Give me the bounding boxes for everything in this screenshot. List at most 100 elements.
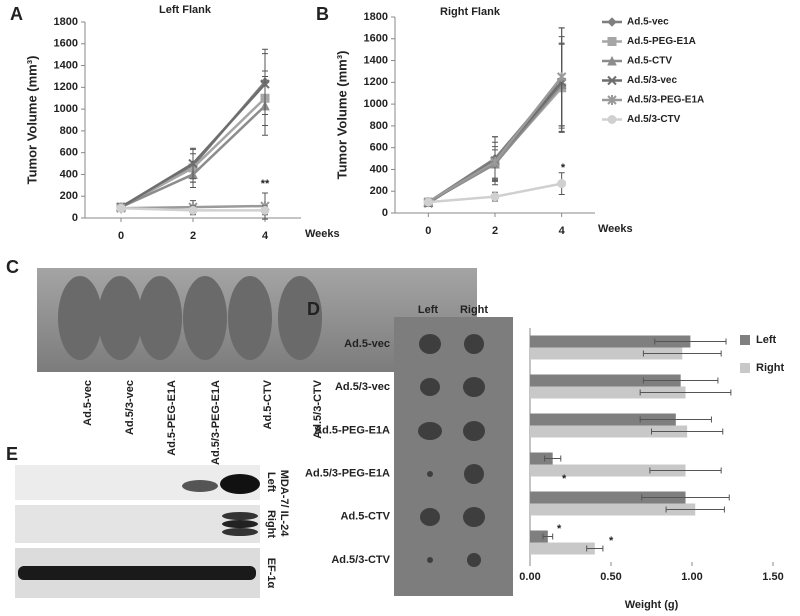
photo-label: Ad.5-PEG-E1A <box>166 380 178 456</box>
y-tick-label: 400 <box>370 163 388 175</box>
annotation: * <box>562 473 567 485</box>
column-label: Right <box>460 304 488 316</box>
bar <box>530 491 686 504</box>
x-tick-label: 0 <box>425 225 431 237</box>
bar <box>530 386 686 399</box>
annotation: * <box>609 535 614 547</box>
panel-label: E <box>6 444 18 464</box>
y-tick-label: 1600 <box>364 33 388 45</box>
bar <box>530 542 595 555</box>
x-axis-label: Weeks <box>598 223 633 235</box>
legend-label: Ad.5/3-vec <box>627 75 677 86</box>
panel-label: B <box>316 4 329 24</box>
y-tick-label: 800 <box>370 120 388 132</box>
error-bar <box>642 350 722 357</box>
marker <box>260 79 270 89</box>
x-tick-label: 4 <box>262 230 269 242</box>
photo-label: Ad.5-CTV <box>262 379 274 429</box>
y-tick-label: 1800 <box>54 16 78 28</box>
legend-marker <box>607 17 617 27</box>
tumor-photo <box>394 317 513 596</box>
error-bar <box>544 455 562 462</box>
chart-title: Right Flank <box>440 6 501 18</box>
western-blot <box>15 465 260 598</box>
bar <box>530 464 686 477</box>
legend-swatch <box>740 363 750 373</box>
y-tick-label: 600 <box>60 147 78 159</box>
y-tick-label: 800 <box>60 125 78 137</box>
marker <box>260 205 270 215</box>
photo-label: Ad.5/3-CTV <box>312 379 324 438</box>
x-tick-label: 2 <box>190 230 196 242</box>
y-tick-label: 600 <box>370 142 388 154</box>
y-tick-label: 1400 <box>364 54 388 66</box>
column-label: Left <box>418 304 439 316</box>
error-bar <box>542 533 554 540</box>
y-tick-label: 0 <box>382 207 388 219</box>
error-bar <box>651 428 724 435</box>
annotation: ** <box>261 178 270 190</box>
y-tick-label: 1600 <box>54 38 78 50</box>
y-tick-label: 0 <box>72 212 78 224</box>
category-label: Ad.5/3-CTV <box>331 554 390 566</box>
error-bar <box>641 494 730 501</box>
x-tick-label: 0.00 <box>519 571 540 583</box>
marker <box>116 203 126 213</box>
error-bar <box>665 506 725 513</box>
y-tick-label: 400 <box>60 168 78 180</box>
y-tick-label: 1000 <box>54 103 78 115</box>
marker <box>188 158 198 169</box>
x-tick-label: 0 <box>118 230 124 242</box>
blot-label: Left <box>265 472 277 493</box>
bar <box>530 503 696 516</box>
blot-label: MDA-7/ IL-24 <box>278 470 290 538</box>
bar <box>530 347 683 360</box>
y-tick-label: 1200 <box>364 76 388 88</box>
panel-label: D <box>307 299 320 319</box>
annotation: * <box>561 162 566 174</box>
legend-label: Ad.5/3-CTV <box>627 114 681 125</box>
error-bar <box>649 467 722 474</box>
photo-label: Ad.5-vec <box>82 380 94 426</box>
panel-label: C <box>6 257 19 277</box>
blot-label: Right <box>265 510 277 538</box>
marker <box>188 205 198 215</box>
legend-label: Ad.5-CTV <box>627 56 672 67</box>
error-bar <box>586 545 604 552</box>
blot-label: EF-1α <box>265 558 277 589</box>
series-line <box>120 81 266 209</box>
bar <box>530 452 553 465</box>
legend-swatch <box>740 335 750 345</box>
x-tick-label: 0.50 <box>600 571 621 583</box>
error-bar <box>642 377 719 384</box>
error-bar <box>639 416 712 423</box>
series-line <box>120 83 266 209</box>
annotation: * <box>557 523 562 535</box>
chart-title: Left Flank <box>159 4 212 16</box>
x-axis-label: Weight (g) <box>625 599 679 611</box>
mice <box>58 276 322 360</box>
marker <box>490 192 500 202</box>
category-label: Ad.5/3-vec <box>335 381 390 393</box>
error-bar <box>654 338 727 345</box>
y-tick-label: 200 <box>60 190 78 202</box>
bar <box>530 425 688 438</box>
x-tick-label: 4 <box>559 225 566 237</box>
x-tick-label: 1.50 <box>762 571 783 583</box>
photo-label: Ad.5/3-vec <box>124 380 136 435</box>
legend-label: Ad.5/3-PEG-E1A <box>627 95 704 106</box>
y-tick-label: 1200 <box>54 81 78 93</box>
y-tick-label: 1000 <box>364 98 388 110</box>
x-tick-label: 2 <box>492 225 498 237</box>
panel-label: A <box>10 4 23 24</box>
category-label: Ad.5-CTV <box>341 511 391 523</box>
legend-marker <box>607 75 617 86</box>
legend-label: Right <box>756 362 784 374</box>
x-tick-label: 1.00 <box>681 571 702 583</box>
bar <box>530 335 691 348</box>
legend-label: Ad.5-PEG-E1A <box>627 36 696 47</box>
category-label: Ad.5/3-PEG-E1A <box>305 468 390 480</box>
legend-marker <box>607 37 617 46</box>
legend-marker <box>607 115 617 124</box>
